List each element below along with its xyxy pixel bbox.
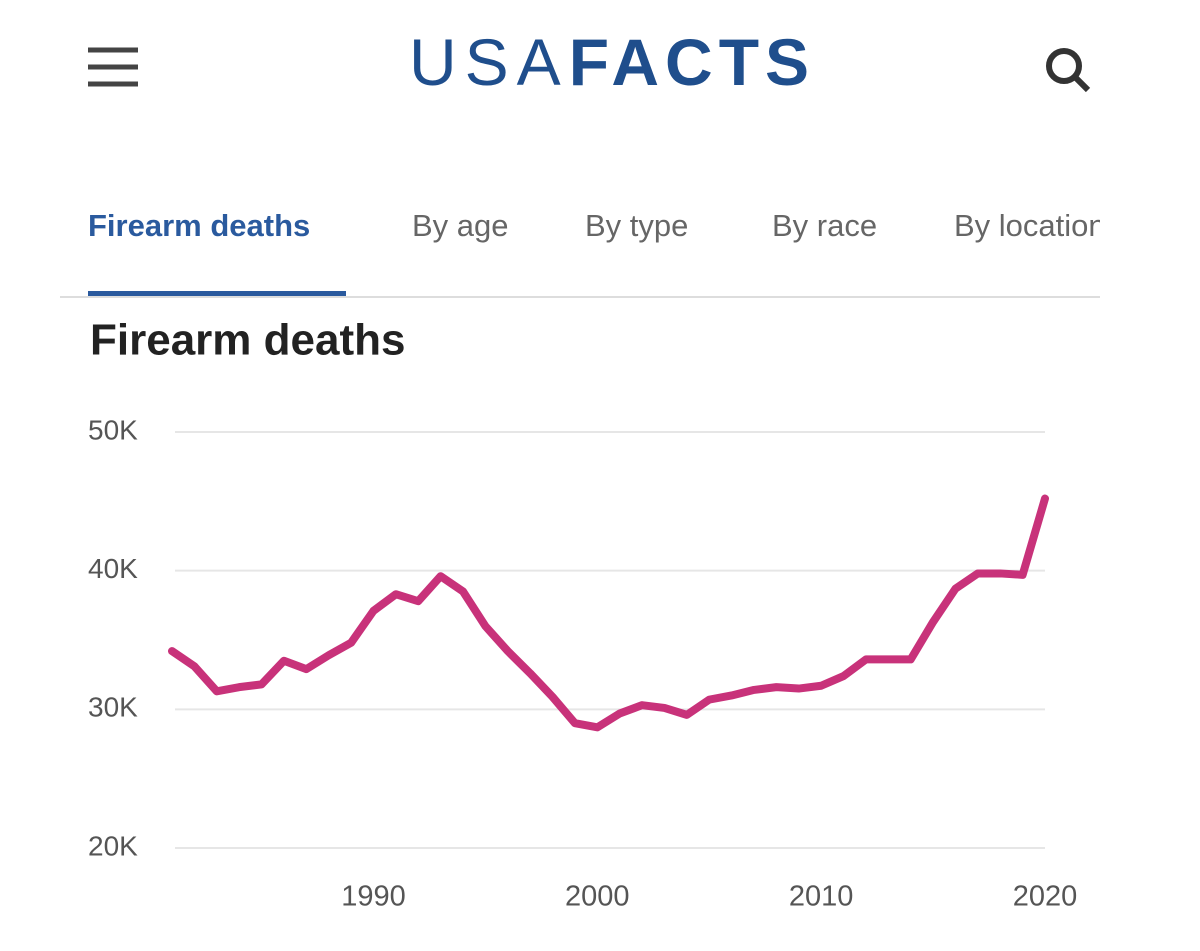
x-tick-label: 2000 — [565, 881, 630, 913]
chart-title: Firearm deaths — [90, 316, 405, 365]
plot: 20K 30K 40K 50K 1990 2000 2010 2020 — [88, 414, 1077, 912]
x-tick-label: 1990 — [341, 881, 406, 913]
y-tick-label: 20K — [88, 830, 138, 861]
logo[interactable]: USAFACTS — [409, 25, 815, 99]
y-tick-label: 40K — [88, 553, 138, 584]
tab[interactable]: By location — [954, 208, 1106, 243]
data-line — [168, 494, 1049, 732]
tab-active[interactable]: Firearm deaths — [88, 208, 310, 243]
tab[interactable]: By age — [412, 208, 509, 243]
x-tick-label: 2010 — [789, 881, 854, 913]
tab-underline — [88, 291, 346, 296]
tab[interactable]: By type — [585, 208, 688, 243]
tab[interactable]: By race — [772, 208, 877, 243]
search-button[interactable] — [1046, 48, 1091, 93]
y-tick-label: 30K — [88, 692, 138, 723]
x-tick-label: 2020 — [1013, 881, 1078, 913]
menu-button[interactable] — [88, 47, 138, 87]
y-tick-label: 50K — [88, 414, 138, 445]
